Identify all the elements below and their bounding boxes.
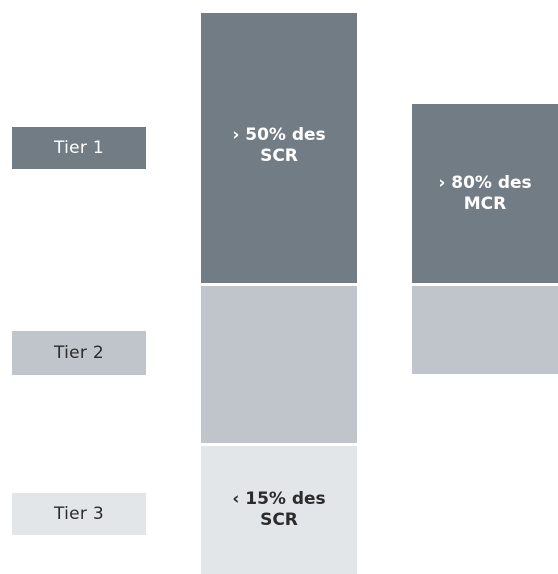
tier-1-label-text: Tier 1 <box>53 138 105 158</box>
scr-tier-2-block <box>201 286 357 443</box>
tier-3-label: Tier 3 <box>12 493 146 535</box>
tier-3-label-text: Tier 3 <box>53 504 105 524</box>
scr-tier-3-text: ‹ 15% des SCR <box>232 489 326 530</box>
mcr-tier-1-block: › 80% des MCR <box>412 104 558 283</box>
scr-tier-1-text: › 50% des SCR <box>232 125 326 166</box>
tier-2-label: Tier 2 <box>12 331 146 375</box>
tier-1-label: Tier 1 <box>12 127 146 169</box>
scr-tier-3-block: ‹ 15% des SCR <box>201 446 357 574</box>
tier-2-label-text: Tier 2 <box>53 343 105 363</box>
mcr-tier-2-block <box>412 286 558 374</box>
mcr-tier-1-text: › 80% des MCR <box>438 172 532 214</box>
scr-tier-1-block: › 50% des SCR <box>201 13 357 283</box>
